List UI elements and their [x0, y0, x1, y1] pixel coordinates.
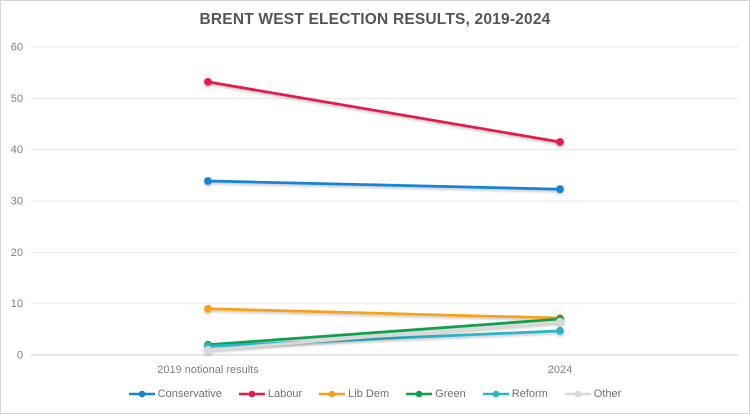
- series-lib-dem: [204, 304, 564, 322]
- y-tick-label: 60: [11, 42, 23, 54]
- series-conservative: [204, 177, 564, 194]
- y-tick-label: 20: [11, 247, 23, 259]
- legend-marker-icon: [238, 390, 265, 398]
- legend-marker-icon: [482, 390, 509, 398]
- legend-label: Labour: [267, 388, 303, 400]
- y-tick-label: 40: [11, 144, 23, 156]
- legend-marker-icon: [128, 390, 155, 398]
- legend-label: Lib Dem: [348, 388, 390, 400]
- legend-marker-icon: [319, 390, 346, 398]
- legend-label: Other: [593, 388, 622, 400]
- data-point: [204, 345, 212, 354]
- data-point: [556, 317, 564, 326]
- data-point: [556, 138, 564, 146]
- legend-marker-icon: [406, 390, 433, 398]
- legend-marker-icon: [564, 390, 591, 398]
- y-tick-label: 30: [11, 196, 23, 208]
- legend-label: Reform: [511, 388, 548, 400]
- series-other: [204, 317, 564, 354]
- legend-item-labour: Labour: [238, 388, 303, 400]
- series-line: [206, 317, 562, 347]
- data-point: [556, 326, 564, 335]
- legend-label: Conservative: [157, 388, 222, 400]
- y-tick-label: 10: [11, 298, 23, 310]
- gridlines: 0 10 20 30 40 50 60: [11, 42, 738, 362]
- chart-title: BRENT WEST ELECTION RESULTS, 2019-2024: [199, 11, 551, 28]
- legend: Conservative Labour Lib Dem Green Reform Othe…: [1, 388, 749, 400]
- series-line: [206, 307, 562, 320]
- series-line: [206, 80, 562, 144]
- legend-label: Green: [435, 388, 466, 400]
- x-tick-label: 2019 notional results: [157, 364, 259, 376]
- y-tick-label: 0: [17, 350, 23, 362]
- series-labour: [204, 78, 564, 146]
- series-line: [206, 179, 562, 191]
- data-point: [204, 304, 212, 313]
- legend-item-green: Green: [406, 388, 466, 400]
- series-line: [206, 320, 562, 352]
- legend-item-conservative: Conservative: [128, 388, 222, 400]
- data-point: [204, 78, 212, 86]
- data-point: [204, 177, 212, 185]
- x-tick-label: 2024: [548, 364, 572, 376]
- data-point: [556, 185, 564, 194]
- y-tick-label: 50: [11, 93, 23, 105]
- legend-item-other: Other: [564, 388, 622, 400]
- legend-item-reform: Reform: [482, 388, 548, 400]
- series-line: [206, 329, 562, 348]
- legend-item-lib-dem: Lib Dem: [319, 388, 389, 400]
